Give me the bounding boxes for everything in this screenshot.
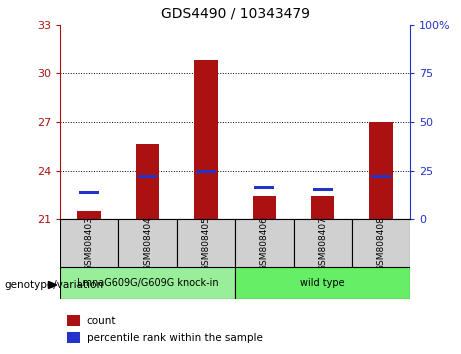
Bar <box>352 219 410 267</box>
Bar <box>311 196 334 219</box>
Bar <box>79 191 99 194</box>
Text: GSM808404: GSM808404 <box>143 216 152 271</box>
Text: GSM808403: GSM808403 <box>85 216 94 271</box>
Bar <box>67 315 80 326</box>
Text: GSM808408: GSM808408 <box>377 216 385 271</box>
Bar <box>136 144 159 219</box>
Bar <box>369 122 393 219</box>
Bar <box>371 175 391 178</box>
Bar <box>294 219 352 267</box>
Bar <box>67 332 80 343</box>
Title: GDS4490 / 10343479: GDS4490 / 10343479 <box>160 7 310 21</box>
Bar <box>177 219 235 267</box>
Bar <box>196 170 216 173</box>
Text: GSM808405: GSM808405 <box>201 216 210 271</box>
Bar <box>118 219 177 267</box>
Bar <box>313 188 333 191</box>
Bar <box>235 267 410 299</box>
Bar <box>60 267 235 299</box>
Text: genotype/variation: genotype/variation <box>5 280 104 290</box>
Bar <box>254 186 274 189</box>
Text: GSM808406: GSM808406 <box>260 216 269 271</box>
Bar <box>60 219 118 267</box>
Bar <box>77 211 101 219</box>
Bar <box>137 175 158 178</box>
Text: percentile rank within the sample: percentile rank within the sample <box>87 333 263 343</box>
Bar <box>194 61 218 219</box>
Polygon shape <box>48 281 57 289</box>
Bar <box>253 196 276 219</box>
Bar <box>235 219 294 267</box>
Text: wild type: wild type <box>301 278 345 288</box>
Text: LmnaG609G/G609G knock-in: LmnaG609G/G609G knock-in <box>77 278 219 288</box>
Text: count: count <box>87 316 116 326</box>
Text: GSM808407: GSM808407 <box>318 216 327 271</box>
